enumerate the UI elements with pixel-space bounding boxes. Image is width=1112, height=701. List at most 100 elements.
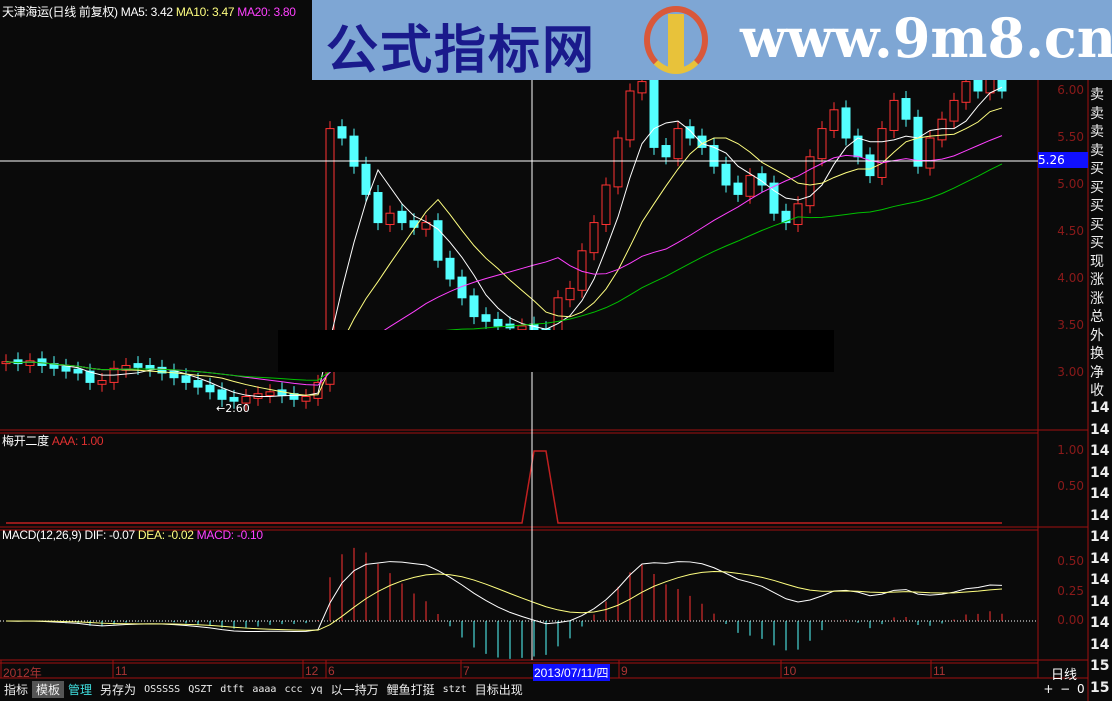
toolbar-item[interactable]: 以一持万	[330, 683, 379, 697]
price-tick: 6.00	[1057, 83, 1084, 97]
candle-body	[241, 396, 251, 404]
toolbar-item[interactable]: 鲤鱼打挺	[386, 683, 435, 697]
candle-body	[625, 90, 635, 141]
candle-body	[709, 145, 719, 167]
info-label: 14	[1090, 486, 1110, 502]
candle-body	[217, 389, 227, 400]
stock-title: 天津海运(日线 前复权)	[2, 5, 118, 19]
candle-body	[973, 79, 983, 92]
toolbar-item[interactable]: 另存为	[100, 683, 137, 697]
candle-body	[229, 396, 239, 402]
candle-body	[85, 370, 95, 383]
date-tick: 10	[783, 664, 797, 678]
crosshair-date-label: 2013/07/11/四	[533, 664, 610, 681]
indicator-header: 梅开二度 AAA: 1.00	[2, 432, 104, 449]
zoom-reset-button[interactable]: 0	[1076, 682, 1085, 696]
period-label[interactable]: 日线	[1050, 668, 1077, 683]
low-marker: ←2.60	[216, 402, 250, 415]
candle-body	[325, 128, 335, 385]
toolbar-item[interactable]: 模板	[32, 681, 65, 698]
toolbar-item[interactable]: 目标出现	[474, 683, 523, 697]
watermark-banner: 公式指标网 www.9m8.cn	[312, 0, 1112, 81]
candle-body	[193, 380, 203, 388]
candle-body	[445, 257, 455, 280]
info-label: 涨	[1090, 272, 1104, 288]
zoom-out-button[interactable]: −	[1060, 682, 1071, 696]
toolbar-item[interactable]: aaaa	[252, 684, 277, 695]
info-label: 净	[1090, 364, 1104, 381]
zoom-in-button[interactable]: +	[1043, 682, 1054, 696]
toolbar-item[interactable]: OSSSSS	[144, 684, 181, 695]
candle-body	[841, 107, 851, 139]
ma60-line	[5, 163, 1003, 381]
date-tick: 2012年	[3, 666, 42, 680]
candle-body	[181, 375, 191, 383]
info-label: 买	[1090, 235, 1104, 251]
macd-header: MACD(12,26,9) DIF: -0.07 DEA: -0.02 MACD…	[2, 528, 263, 542]
candle-body	[805, 156, 815, 207]
info-label: 14	[1090, 464, 1110, 481]
candle-body	[961, 81, 971, 103]
indicator-name: 梅开二度	[2, 434, 49, 448]
candle-body	[613, 137, 623, 188]
price-tick: 5.50	[1057, 130, 1084, 144]
indicator-tick: 1.00	[1057, 443, 1084, 457]
info-label: 卖	[1090, 87, 1104, 103]
info-label: 买	[1090, 198, 1104, 214]
candle-body	[61, 365, 71, 372]
macd-tick: 0.25	[1057, 584, 1084, 598]
candle-body	[745, 175, 755, 197]
ma10-label: MA10: 3.47	[175, 5, 235, 19]
candle-body	[97, 380, 107, 385]
macd-tick: 0.00	[1057, 613, 1084, 627]
candle-body	[889, 99, 899, 131]
candle-body	[637, 81, 647, 94]
macd-name: MACD(12,26,9)	[2, 528, 82, 542]
info-label: 卖	[1090, 142, 1104, 159]
candle-body	[925, 137, 935, 169]
info-label: 买	[1090, 216, 1104, 233]
candle-body	[25, 360, 35, 366]
date-tick: 9	[621, 664, 628, 678]
candle-body	[313, 381, 323, 399]
toolbar-item[interactable]: ccc	[284, 684, 303, 695]
candle-body	[37, 358, 47, 366]
candle-body	[385, 212, 395, 225]
candle-body	[433, 220, 443, 261]
price-tick: 4.00	[1057, 271, 1084, 285]
candle-body	[265, 391, 275, 397]
candle-body	[589, 222, 599, 254]
date-tick: 12	[305, 664, 319, 678]
candle-body	[337, 126, 347, 139]
candle-body	[469, 295, 479, 318]
info-label: 涨	[1090, 290, 1104, 307]
info-label: 14	[1090, 529, 1110, 545]
info-label: 14	[1090, 400, 1110, 416]
info-label: 买	[1090, 161, 1104, 177]
toolbar-item[interactable]: stzt	[442, 684, 467, 695]
toolbar-item[interactable]: dtft	[220, 684, 245, 695]
candle-body	[913, 116, 923, 167]
indicator-value: AAA: 1.00	[51, 434, 104, 448]
toolbar-item[interactable]: QSZT	[188, 684, 213, 695]
macd-value: MACD: -0.10	[196, 528, 263, 542]
toolbar-item[interactable]: yq	[310, 684, 323, 695]
candle-body	[457, 276, 467, 299]
candle-body	[481, 314, 491, 322]
candle-body	[949, 99, 959, 122]
toolbar-item[interactable]: 管理	[68, 683, 93, 697]
candle-body	[877, 128, 887, 178]
price-tick: 3.50	[1057, 318, 1084, 332]
crosshair-price-label: 5.26	[1038, 152, 1088, 168]
toolbar-item[interactable]: 指标	[4, 683, 29, 697]
candle-body	[829, 109, 839, 131]
info-label: 14	[1090, 615, 1110, 631]
price-tick: 3.00	[1057, 365, 1084, 379]
indicator-toolbar: 指标 模板 管理 另存为 OSSSSS QSZT dtft aaaa ccc yq 以一持万 鲤鱼打挺…	[0, 680, 527, 699]
info-label: 卖	[1090, 105, 1104, 122]
candle-body	[793, 203, 803, 225]
macd-dif: DIF: -0.07	[84, 528, 136, 542]
date-tick: 7	[463, 664, 470, 678]
info-label: 15	[1090, 658, 1110, 674]
candle-body	[205, 384, 215, 393]
